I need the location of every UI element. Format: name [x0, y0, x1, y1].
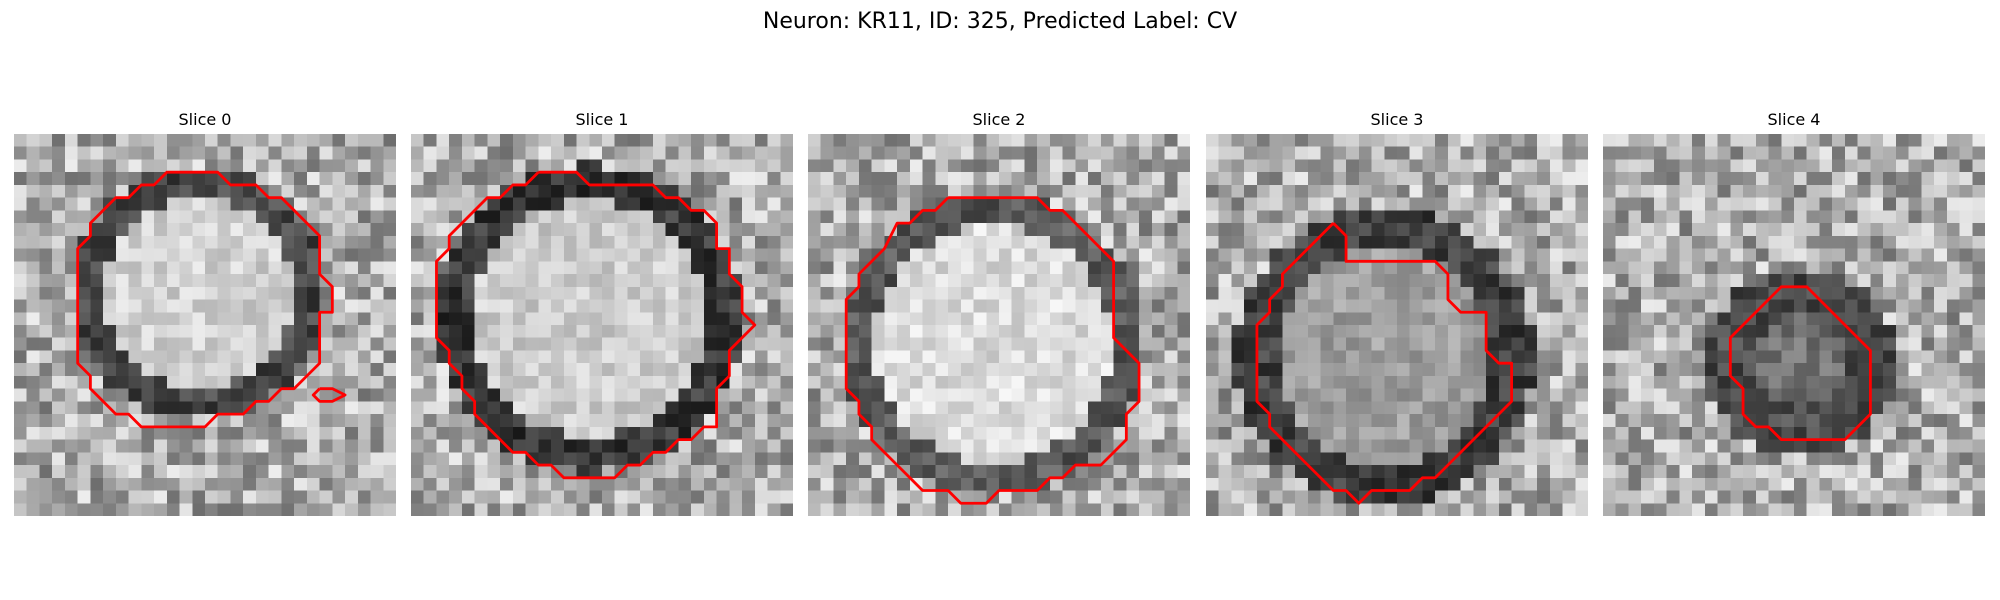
- microscopy-image: [411, 134, 793, 516]
- slice-title: Slice 4: [1767, 110, 1821, 129]
- microscopy-image: [14, 134, 396, 516]
- segmentation-contour: [311, 387, 347, 403]
- slice-panel-3: Slice 3: [1206, 108, 1588, 520]
- segmentation-contour: [1255, 222, 1514, 505]
- segmentation-contour: [844, 196, 1141, 505]
- slice-title: Slice 1: [575, 110, 629, 129]
- slice-panel-4: Slice 4: [1603, 108, 1985, 520]
- slice-panel-0: Slice 0: [14, 108, 396, 520]
- figure-title: Neuron: KR11, ID: 325, Predicted Label: …: [762, 9, 1238, 34]
- slice-panel-1: Slice 1: [411, 108, 793, 520]
- microscopy-image: [1603, 134, 1985, 516]
- microscopy-image: [1206, 134, 1588, 516]
- slice-title: Slice 3: [1370, 110, 1424, 129]
- slice-panel-2: Slice 2: [808, 108, 1190, 520]
- segmentation-contour: [435, 170, 757, 480]
- slice-title: Slice 2: [972, 110, 1026, 129]
- slice-title: Slice 0: [178, 110, 232, 129]
- segmentation-contour: [1728, 285, 1872, 442]
- segmentation-contour: [76, 170, 334, 429]
- microscopy-image: [808, 134, 1190, 516]
